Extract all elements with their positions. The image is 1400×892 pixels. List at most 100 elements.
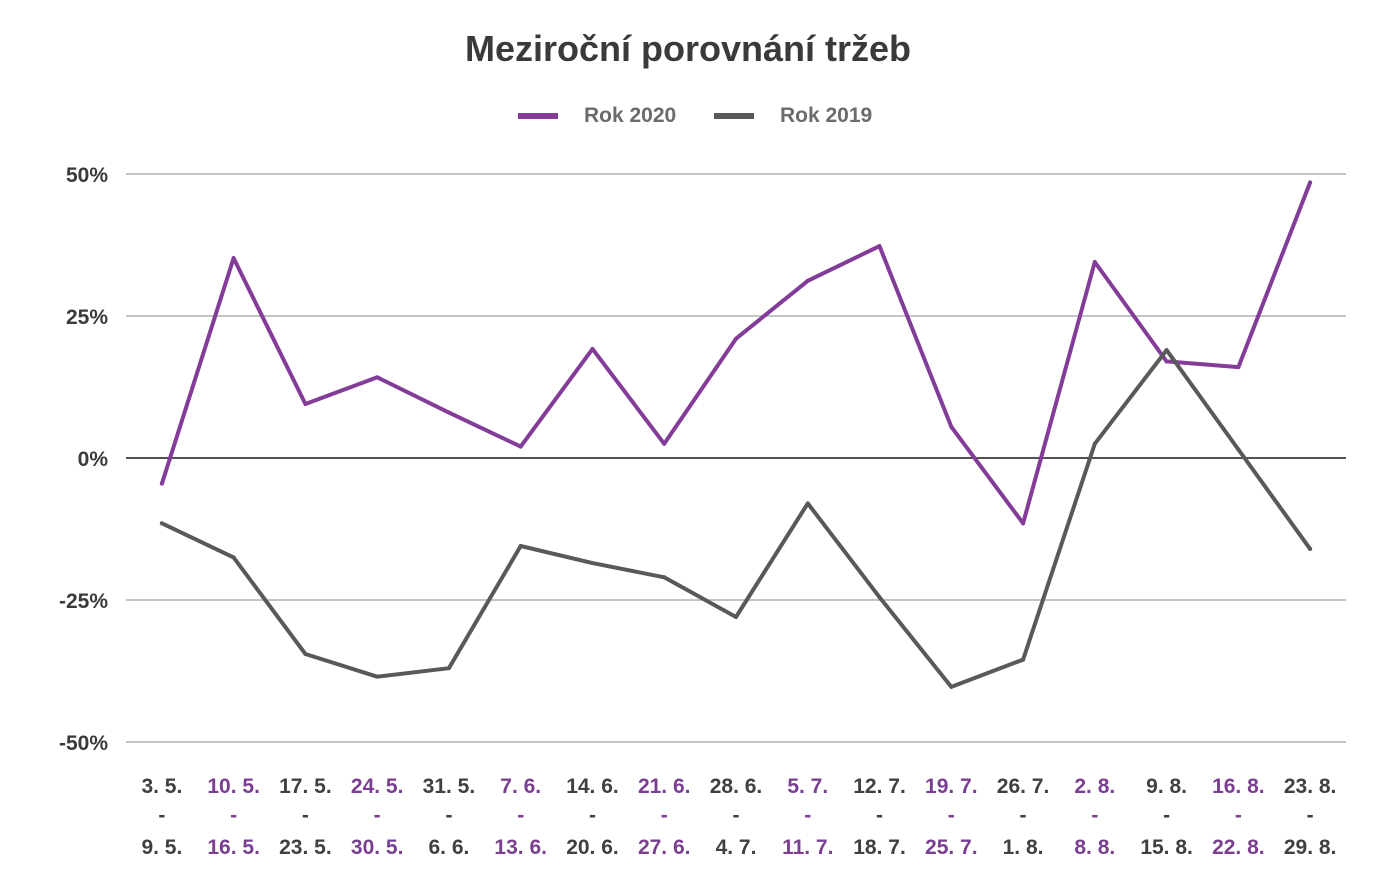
data-point — [446, 410, 451, 415]
x-tick-label-sep: - — [948, 804, 955, 827]
x-tick-label-start: 14. 6. — [566, 775, 619, 798]
x-tick-label-start: 10. 5. — [207, 775, 260, 798]
x-tick-label-sep: - — [733, 804, 740, 827]
x-tick-label-sep: - — [302, 804, 309, 827]
legend-item-rok-2020[interactable]: Rok 2020 — [518, 104, 676, 128]
x-tick-label-end: 11. 7. — [782, 836, 833, 859]
x-tick-label-start: 3. 5. — [141, 775, 182, 798]
x-tick-label-start: 28. 6. — [710, 775, 763, 798]
data-point — [662, 575, 667, 580]
x-tick-label-start: 2. 8. — [1074, 775, 1115, 798]
data-point — [303, 651, 308, 656]
x-tick-label-start: 5. 7. — [787, 775, 828, 798]
data-point — [877, 244, 882, 249]
data-point — [303, 402, 308, 407]
x-tick-label-end: 25. 7. — [925, 836, 978, 859]
data-point — [949, 684, 954, 689]
x-tick-label-end: 8. 8. — [1074, 836, 1115, 859]
x-tick-label-sep: - — [158, 804, 165, 827]
x-tick-label-end: 13. 6. — [494, 836, 547, 859]
legend: Rok 2020 Rok 2019 — [0, 104, 1400, 132]
x-tick-label-end: 6. 6. — [429, 836, 470, 859]
x-tick-label-end: 9. 5. — [141, 836, 182, 859]
x-tick-label-end: 27. 6. — [638, 836, 691, 859]
data-point — [805, 501, 810, 506]
x-tick-label-end: 23. 5. — [279, 836, 332, 859]
x-tick-label-end: 1. 8. — [1003, 836, 1044, 859]
x-tick-label-sep: - — [804, 804, 811, 827]
data-point — [1308, 546, 1313, 551]
data-point — [1236, 447, 1241, 452]
data-point — [159, 521, 164, 526]
x-tick-label-end: 4. 7. — [716, 836, 757, 859]
x-tick-label-sep: - — [1235, 804, 1242, 827]
data-point — [375, 674, 380, 679]
y-tick-label: 0% — [78, 448, 109, 471]
data-point — [446, 666, 451, 671]
x-tick-label-start: 31. 5. — [423, 775, 476, 798]
x-tick-label-start: 19. 7. — [925, 775, 978, 798]
x-tick-label-start: 12. 7. — [853, 775, 906, 798]
x-tick-label-sep: - — [374, 804, 381, 827]
x-tick-label-start: 23. 8. — [1284, 775, 1337, 798]
x-tick-label-start: 17. 5. — [279, 775, 332, 798]
x-tick-label-end: 30. 5. — [351, 836, 404, 859]
data-point — [1092, 260, 1097, 265]
x-tick-label-start: 26. 7. — [997, 775, 1050, 798]
data-point — [1236, 365, 1241, 370]
y-tick-label: -50% — [59, 732, 108, 755]
x-tick-label-end: 18. 7. — [853, 836, 906, 859]
data-point — [231, 555, 236, 560]
x-tick-label-sep: - — [876, 804, 883, 827]
legend-label-rok-2020: Rok 2020 — [584, 104, 677, 127]
y-tick-label: 50% — [66, 164, 108, 187]
data-point — [518, 444, 523, 449]
data-point — [949, 424, 954, 429]
x-tick-label-end: 20. 6. — [566, 836, 619, 859]
x-tick-label-end: 29. 8. — [1284, 836, 1337, 859]
x-tick-label-start: 24. 5. — [351, 775, 404, 798]
data-point — [734, 615, 738, 620]
x-tick-label-start: 21. 6. — [638, 775, 691, 798]
legend-swatch-rok-2020 — [518, 113, 558, 119]
data-point — [1021, 521, 1026, 526]
data-point — [1021, 657, 1026, 662]
x-tick-label-start: 7. 6. — [500, 775, 541, 798]
x-tick-label-sep: - — [589, 804, 596, 827]
x-tick-label-sep: - — [661, 804, 668, 827]
data-point — [231, 256, 236, 261]
x-tick-label-sep: - — [1020, 804, 1027, 827]
x-tick-label-end: 15. 8. — [1140, 836, 1193, 859]
x-tick-label-start: 9. 8. — [1146, 775, 1187, 798]
x-tick-label-end: 16. 5. — [207, 836, 260, 859]
legend-swatch-rok-2019 — [714, 113, 754, 119]
series-line-rok-2020 — [159, 180, 1313, 526]
y-tick-label: 25% — [66, 306, 108, 329]
data-point — [877, 595, 882, 600]
data-point — [1308, 180, 1313, 185]
data-point — [805, 278, 810, 283]
data-point — [1092, 441, 1097, 446]
series-line-rok-2019 — [159, 348, 1313, 689]
data-point — [518, 544, 523, 549]
x-tick-label-start: 16. 8. — [1212, 775, 1265, 798]
x-tick-label-sep: - — [517, 804, 524, 827]
legend-label-rok-2019: Rok 2019 — [780, 104, 873, 127]
data-point — [590, 561, 595, 566]
chart-title: Meziroční porovnání tržeb — [464, 28, 912, 69]
x-tick-label-sep: - — [230, 804, 237, 827]
x-tick-label-end: 22. 8. — [1212, 836, 1265, 859]
x-tick-label-sep: - — [1091, 804, 1098, 827]
data-point — [375, 375, 380, 380]
data-point — [662, 441, 667, 446]
data-point — [734, 336, 738, 341]
x-tick-label-sep: - — [1307, 804, 1314, 827]
data-point — [1164, 348, 1169, 353]
data-point — [1164, 359, 1169, 364]
y-tick-label: -25% — [59, 590, 108, 613]
x-tick-label-sep: - — [445, 804, 452, 827]
data-point — [159, 481, 164, 486]
legend-item-rok-2019[interactable]: Rok 2019 — [714, 104, 872, 128]
